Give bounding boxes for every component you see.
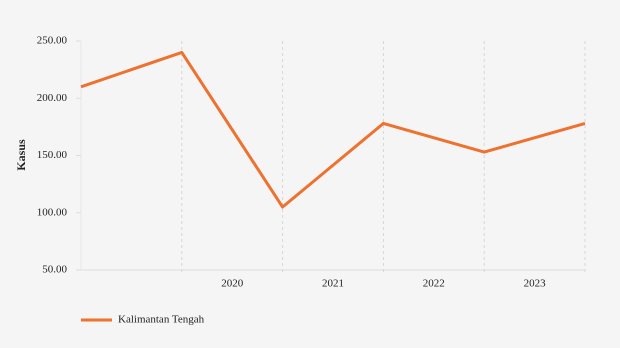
- y-tick-label: 150.00: [37, 149, 68, 161]
- y-tick-label: 50.00: [42, 264, 67, 276]
- y-axis-label: Kasus: [14, 139, 28, 171]
- x-tick-label: 2023: [524, 278, 547, 290]
- x-tick-label: 2022: [423, 278, 445, 290]
- y-tick-label: 250.00: [37, 35, 68, 47]
- y-tick-label: 100.00: [37, 206, 68, 218]
- y-tick-label: 200.00: [37, 92, 68, 104]
- legend-label: Kalimantan Tengah: [118, 314, 205, 326]
- x-tick-label: 2021: [322, 278, 344, 290]
- x-tick-label: 2020: [221, 278, 244, 290]
- line: [80, 50, 586, 209]
